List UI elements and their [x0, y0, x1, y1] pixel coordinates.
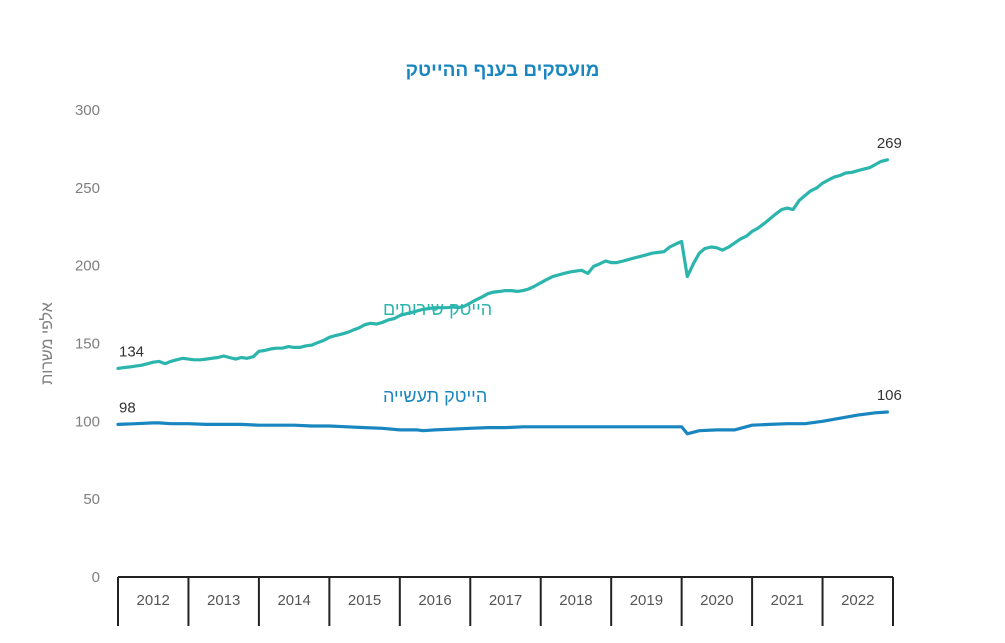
x-tick-label: 2022: [841, 592, 874, 609]
x-tick-label: 2014: [277, 592, 310, 609]
data-label-start-services: 134: [119, 343, 144, 360]
y-tick-label: 150: [75, 336, 100, 353]
data-label-end-industry: 106: [877, 387, 902, 404]
data-label-end-services: 269: [877, 135, 902, 152]
series-label-industry: הייטק תעשייה: [383, 386, 487, 406]
y-tick-label: 200: [75, 258, 100, 275]
x-tick-label: 2016: [418, 592, 451, 609]
x-tick-label: 2013: [207, 592, 240, 609]
x-tick-label: 2012: [137, 592, 170, 609]
y-tick-label: 0: [92, 569, 100, 586]
y-tick-label: 250: [75, 180, 100, 197]
y-axis-label: אלפי משרות: [38, 302, 56, 385]
series-line-industry: [116, 410, 890, 436]
y-tick-label: 100: [75, 413, 100, 430]
y-tick-label: 300: [75, 102, 100, 119]
x-tick-label: 2018: [559, 592, 592, 609]
series-line-services: [116, 158, 890, 370]
chart-title: מועסקים בענף ההייטק: [405, 60, 600, 81]
series-label-services: הייטק שירותים: [383, 299, 492, 319]
x-tick-label: 2015: [348, 592, 381, 609]
x-tick-label: 2019: [630, 592, 663, 609]
x-tick-label: 2017: [489, 592, 522, 609]
x-tick-label: 2020: [700, 592, 733, 609]
y-tick-label: 50: [83, 491, 100, 508]
x-tick-label: 2021: [771, 592, 804, 609]
data-label-start-industry: 98: [119, 399, 136, 416]
